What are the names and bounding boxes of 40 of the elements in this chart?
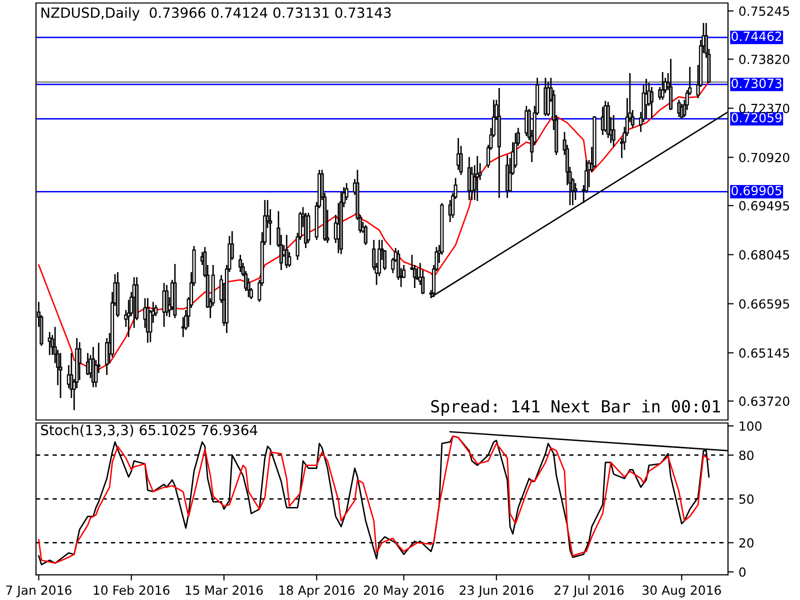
x-tick-label: 23 Jun 2016 [460,585,534,598]
ref-line-label: 0.74462 [732,32,782,42]
annotation: Spread: 141 Next Bar in 00:01 [431,400,720,416]
y-tick-label: 50 [739,494,754,504]
candlestick [574,182,578,201]
x-tick-label: 30 Aug 2016 [642,585,721,598]
x-tick-label: 27 Jul 2016 [554,585,624,598]
y-tick-label: 0 [739,567,746,577]
y-tick-label: 20 [739,538,754,548]
chart-title: NZDUSD,Daily 0.73966 0.74124 0.73131 0.73143 [42,7,391,21]
ref-line-label: 0.73073 [732,78,782,88]
x-tick-label: 20 May 2016 [364,585,444,598]
y-tick-label: 0.65145 [739,348,790,358]
x-tick-label: 18 Apr 2016 [279,585,354,598]
y-tick-label: 0.72370 [739,104,790,114]
candlestick [238,254,242,273]
y-tick-label: 0.69495 [739,201,790,211]
x-tick-label: 15 Mar 2016 [186,585,263,595]
y-tick-label: 0.66595 [739,299,790,309]
y-tick-label: 0.70920 [739,152,790,162]
candlestick [669,58,673,111]
y-tick-label: 0.73820 [739,54,790,64]
candlestick [660,71,664,100]
y-tick-label: 0.68045 [739,250,790,260]
candlestick [364,224,368,246]
candlestick [612,114,616,148]
candlestick [476,155,480,202]
ref-line-label: 0.69905 [732,186,782,196]
candlestick [58,352,62,399]
x-tick-label: 10 Feb 2016 [94,585,170,595]
y-tick-label: 0.75245 [739,6,790,16]
ref-line-label: 0.72059 [732,112,782,122]
chart-title: Stoch(13,3,3) 65.1025 76.9364 [41,424,258,437]
candlestick [105,337,109,376]
y-tick-label: 100 [740,421,762,431]
candlestick [650,86,654,119]
y-tick-label: 80 [739,450,754,460]
candlestick [677,99,681,118]
y-tick-label: 0.63720 [739,396,790,406]
x-tick-label: 7 Jan 2016 [6,585,72,598]
